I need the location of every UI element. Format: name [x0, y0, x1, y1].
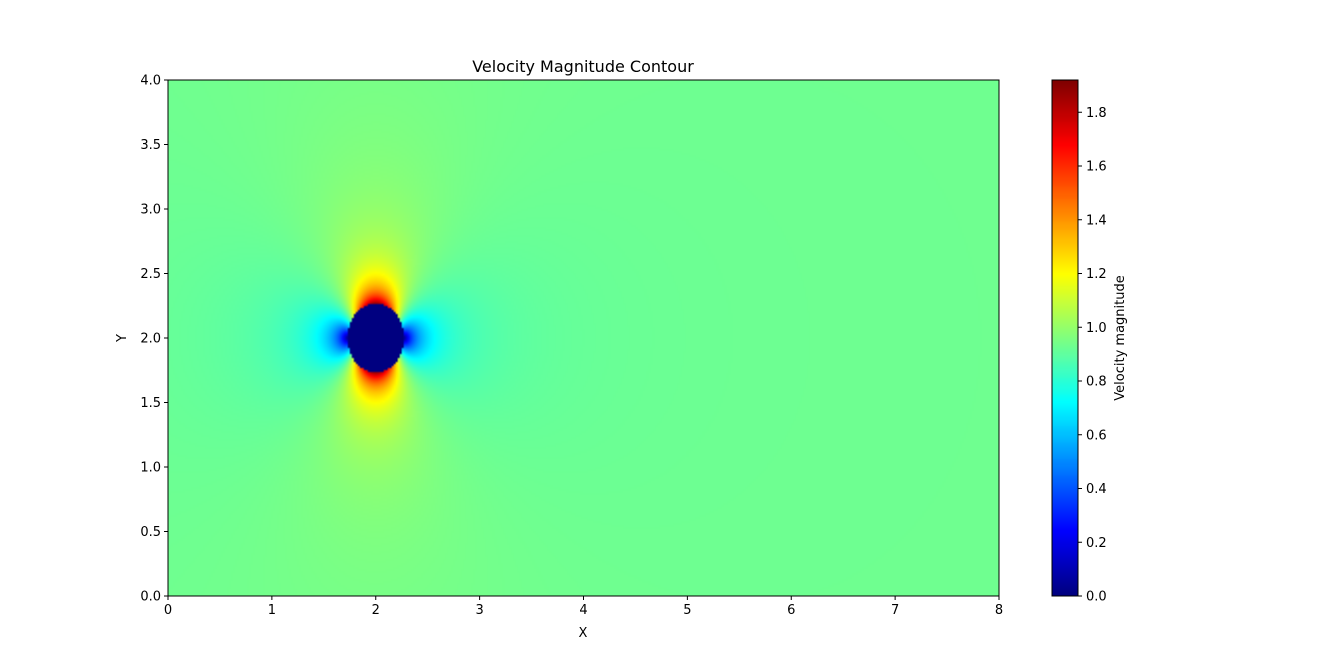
colorbar-tick-label: 1.0 [1086, 321, 1107, 336]
colorbar-tick-label: 0.4 [1086, 482, 1107, 497]
x-axis: 0 1 2 3 4 5 6 7 8 [164, 596, 1003, 618]
x-tick-label: 3 [475, 603, 483, 618]
colorbar-label: Velocity magnitude [1113, 275, 1128, 400]
colorbar-gradient [1052, 80, 1078, 596]
x-tick-label: 4 [579, 603, 587, 618]
y-tick-label: 1.0 [140, 461, 161, 476]
colorbar-tick-label: 0.0 [1086, 590, 1107, 605]
y-tick-label: 4.0 [140, 74, 161, 89]
x-axis-label: X [579, 626, 588, 641]
x-tick-label: 0 [164, 603, 172, 618]
y-axis: 0.0 0.5 1.0 1.5 2.0 2.5 3.0 3.5 4.0 [140, 74, 168, 605]
y-tick-label: 1.5 [140, 396, 161, 411]
x-tick-label: 8 [995, 603, 1003, 618]
colorbar-tick-label: 0.6 [1086, 428, 1107, 443]
y-tick-label: 0.0 [140, 590, 161, 605]
y-tick-label: 3.5 [140, 138, 161, 153]
colorbar-tick-label: 0.2 [1086, 536, 1107, 551]
chart-title: Velocity Magnitude Contour [472, 57, 694, 76]
colorbar-tick-label: 0.8 [1086, 375, 1107, 390]
x-tick-label: 1 [268, 603, 276, 618]
y-tick-label: 3.0 [140, 203, 161, 218]
colorbar-frame [1051, 79, 1079, 597]
velocity-contour-field [168, 80, 999, 596]
colorbar-tick-label: 1.6 [1086, 160, 1107, 175]
x-tick-label: 5 [683, 603, 691, 618]
y-tick-label: 2.5 [140, 267, 161, 282]
contour-plot-area [167, 79, 1000, 597]
colorbar: 0.0 0.2 0.4 0.6 0.8 1.0 1.2 1.4 1.6 1.8 Velocity … [1051, 79, 1128, 605]
colorbar-tick-label: 1.4 [1086, 213, 1107, 228]
y-tick-label: 2.0 [140, 332, 161, 347]
x-tick-label: 6 [787, 603, 795, 618]
colorbar-tick-label: 1.8 [1086, 106, 1107, 121]
colorbar-tick-label: 1.2 [1086, 267, 1107, 282]
y-tick-label: 0.5 [140, 525, 161, 540]
x-tick-label: 7 [891, 603, 899, 618]
x-tick-label: 2 [372, 603, 380, 618]
y-axis-label: Y [115, 334, 130, 343]
colorbar-ticks: 0.0 0.2 0.4 0.6 0.8 1.0 1.2 1.4 1.6 1.8 [1078, 106, 1107, 605]
